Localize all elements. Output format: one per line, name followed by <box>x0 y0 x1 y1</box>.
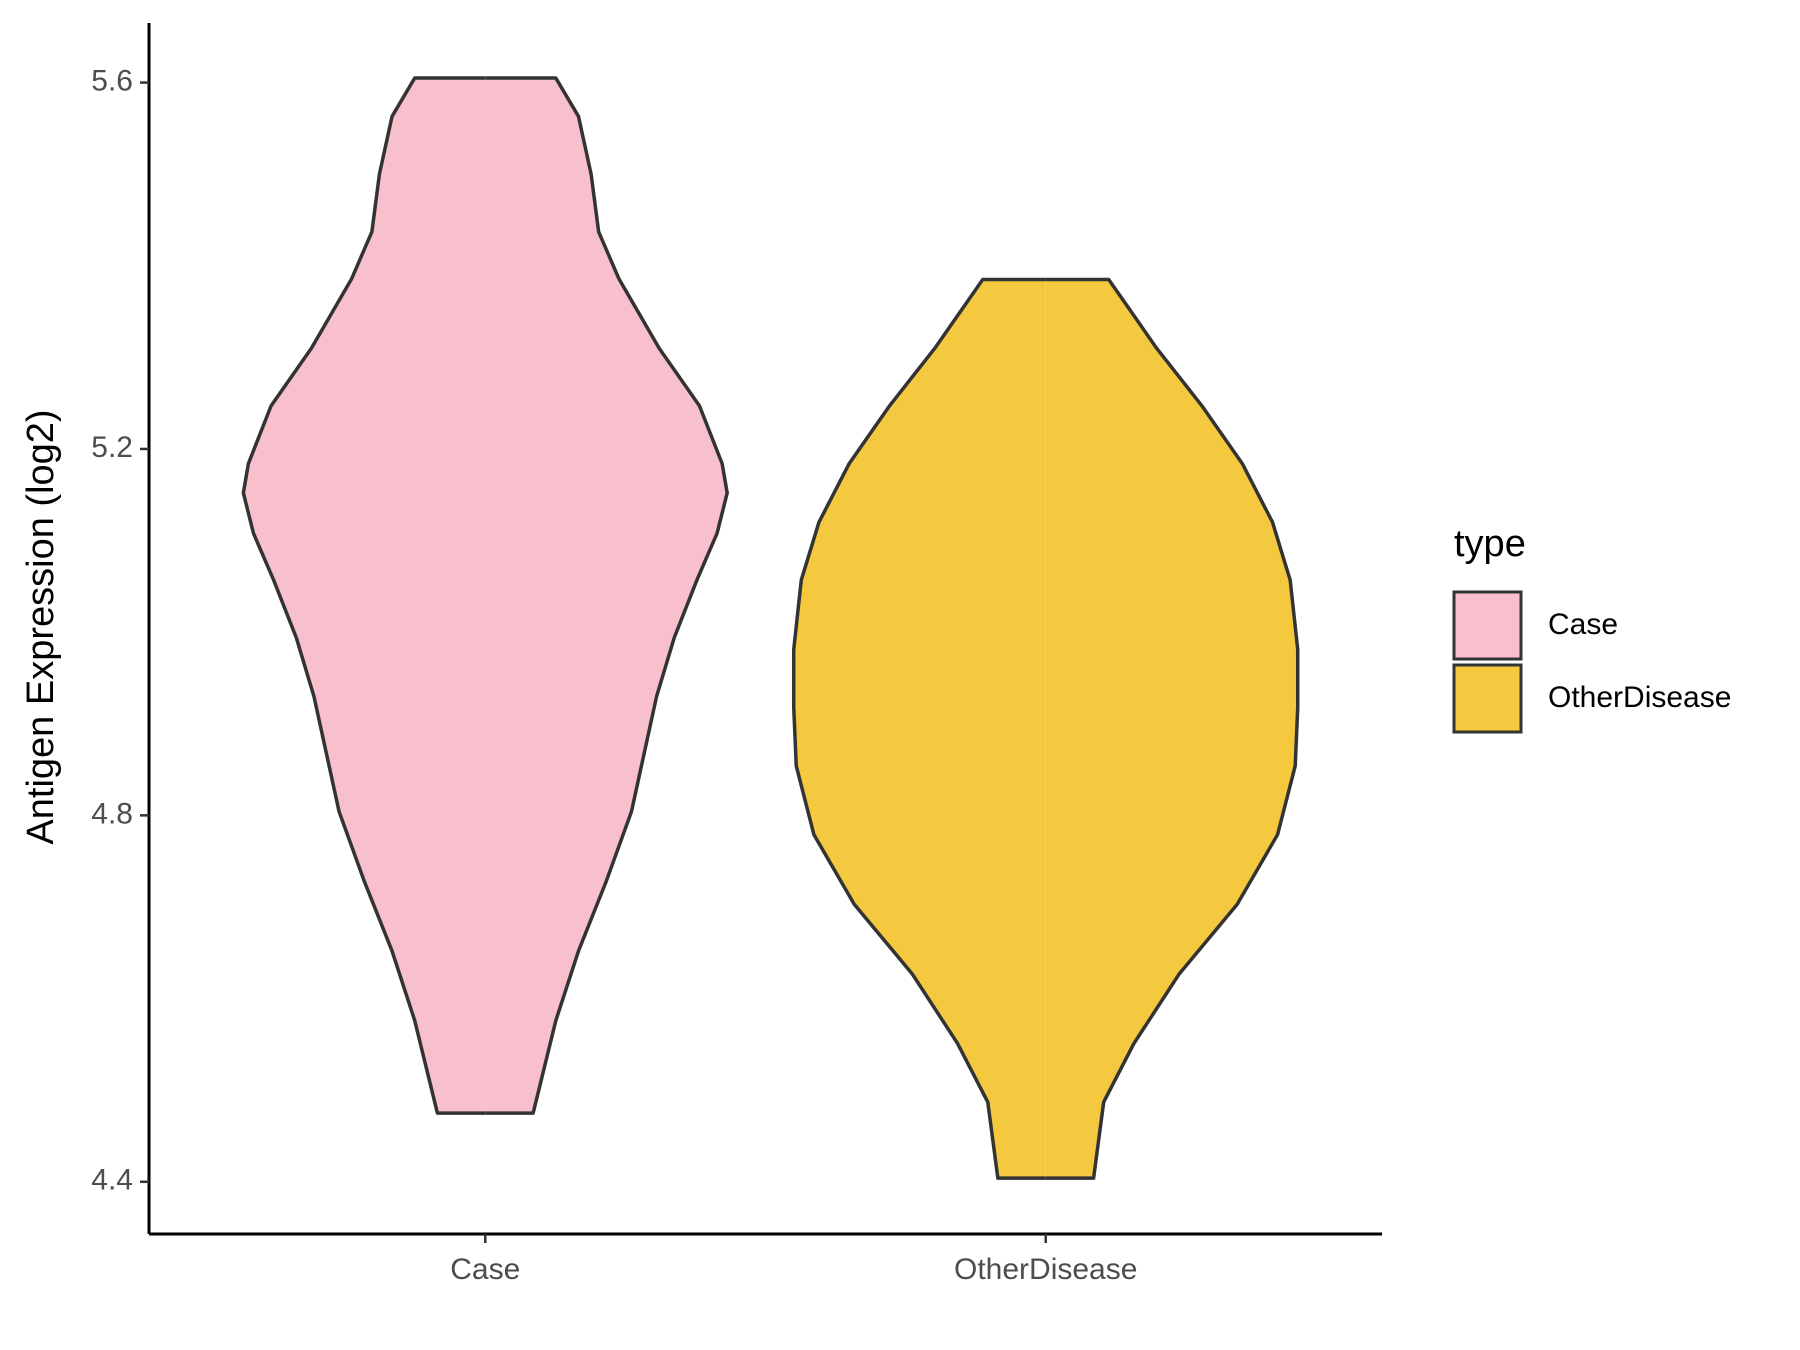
legend-key <box>1452 590 1523 661</box>
y-tick-label: 4.8 <box>91 797 133 830</box>
legend-key <box>1452 663 1523 734</box>
violin-half <box>791 277 1046 1180</box>
legend-label: Case <box>1548 608 1618 641</box>
violin-half <box>485 76 729 1115</box>
y-tick-label: 5.6 <box>91 64 133 97</box>
x-tick-label: OtherDisease <box>954 1253 1137 1286</box>
y-tick-label: 5.2 <box>91 431 133 464</box>
x-tick-label: Case <box>450 1253 520 1286</box>
y-axis-title: Antigen Expression (log2) <box>20 409 62 844</box>
legend-label: OtherDisease <box>1548 681 1731 714</box>
legend-title: type <box>1454 523 1526 565</box>
violin-half <box>241 76 486 1115</box>
violin-half <box>1045 277 1300 1180</box>
y-tick-label: 4.4 <box>91 1164 133 1197</box>
